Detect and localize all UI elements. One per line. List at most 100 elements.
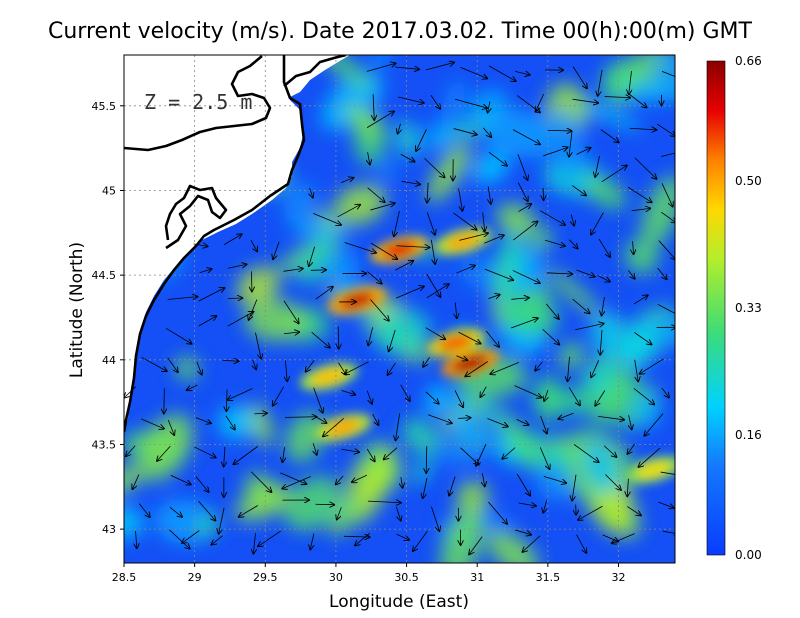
velocity-arrow	[396, 246, 429, 248]
velocity-arrow	[413, 530, 428, 551]
velocity-arrow	[576, 148, 591, 155]
velocity-arrow	[605, 474, 620, 490]
velocity-arrow	[193, 244, 208, 246]
velocity-arrow	[603, 445, 616, 457]
velocity-arrow	[132, 474, 140, 489]
velocity-patch	[283, 182, 315, 223]
velocity-arrow	[273, 386, 285, 406]
velocity-arrow	[575, 324, 603, 331]
grid-lines	[124, 55, 675, 563]
velocity-arrow	[518, 204, 532, 212]
velocity-arrow	[366, 63, 396, 72]
velocity-arrow	[126, 445, 136, 456]
velocity-arrow	[454, 390, 463, 407]
velocity-arrow	[482, 127, 491, 137]
velocity-arrow	[169, 506, 182, 517]
velocity-arrow	[510, 318, 538, 329]
x-tick-label: 29.5	[253, 571, 278, 584]
velocity-arrow	[196, 361, 202, 375]
velocity-arrow	[250, 240, 257, 251]
land-area	[124, 55, 350, 98]
velocity-patch	[413, 455, 432, 487]
velocity-arrow	[576, 269, 595, 276]
colorbar-label: 0.16	[735, 428, 762, 442]
velocity-patch	[245, 300, 308, 342]
velocity-arrow	[458, 188, 463, 211]
velocity-patch	[498, 297, 560, 336]
velocity-arrow	[313, 387, 323, 413]
velocity-arrow	[427, 414, 452, 423]
velocity-arrow	[370, 299, 388, 320]
velocity-arrow	[225, 415, 235, 430]
velocity-arrow	[426, 446, 427, 473]
velocity-arrow	[401, 181, 420, 184]
velocity-arrow	[285, 360, 287, 381]
velocity-arrow	[384, 447, 398, 460]
velocity-arrow	[572, 185, 586, 196]
velocity-arrow	[222, 360, 239, 361]
velocity-arrow	[310, 533, 314, 550]
velocity-arrow	[124, 386, 137, 398]
velocity-arrow	[639, 447, 661, 467]
velocity-arrow	[660, 471, 675, 475]
velocity-arrow	[598, 70, 603, 96]
plot-frame	[123, 54, 676, 564]
velocity-arrow	[484, 268, 513, 280]
velocity-arrow	[576, 534, 587, 553]
velocity-arrow	[164, 388, 165, 413]
velocity-arrow	[485, 330, 499, 347]
velocity-arrow	[488, 501, 507, 524]
velocity-patch	[529, 228, 553, 250]
velocity-arrow	[165, 327, 192, 343]
velocity-arrow	[283, 447, 285, 462]
velocity-arrow	[612, 533, 635, 544]
velocity-arrow	[597, 275, 610, 282]
x-tick-label: 30	[329, 571, 343, 584]
velocity-arrow	[634, 359, 639, 382]
velocity-arrow	[284, 417, 316, 418]
velocity-patch	[237, 266, 279, 308]
velocity-arrow	[459, 233, 488, 241]
velocity-arrow	[634, 157, 656, 179]
velocity-arrow	[228, 388, 253, 399]
velocity-patch	[558, 342, 585, 369]
depth-label: Z = 2.5 m	[144, 90, 252, 114]
velocity-patch	[547, 268, 601, 316]
border-line-north	[124, 55, 272, 152]
velocity-patch	[584, 442, 618, 494]
velocity-patch	[547, 110, 585, 174]
velocity-arrow	[168, 529, 189, 549]
velocity-arrow	[627, 186, 651, 202]
velocity-arrow	[430, 95, 440, 108]
colorbar-label: 0.33	[735, 301, 762, 315]
velocity-patch	[217, 405, 254, 440]
velocity-arrow	[315, 287, 333, 300]
velocity-arrow	[540, 415, 547, 434]
velocity-arrow	[567, 356, 569, 381]
velocity-arrow	[341, 449, 360, 452]
velocity-arrow	[633, 388, 654, 404]
velocity-arrow	[187, 384, 198, 390]
velocity-arrow	[535, 361, 543, 371]
velocity-arrow	[598, 238, 610, 257]
velocity-arrow	[309, 187, 312, 198]
velocity-arrow	[426, 212, 435, 234]
velocity-arrow	[490, 361, 520, 374]
velocity-hotspots	[299, 227, 675, 484]
velocity-arrow	[502, 447, 516, 459]
velocity-arrow	[341, 390, 356, 394]
velocity-arrow	[167, 297, 198, 300]
velocity-arrow	[283, 332, 299, 334]
velocity-arrow	[511, 298, 529, 300]
velocity-arrow	[573, 444, 598, 463]
velocity-arrow	[370, 203, 394, 211]
velocity-arrow	[657, 303, 675, 314]
velocity-patch	[283, 476, 342, 531]
velocity-arrow	[425, 391, 439, 404]
x-tick-label: 32	[611, 571, 625, 584]
velocity-arrow	[568, 387, 580, 405]
velocity-arrow	[366, 390, 372, 404]
velocity-arrow	[482, 473, 484, 486]
velocity-patch	[426, 123, 451, 151]
velocity-arrow	[544, 390, 548, 401]
